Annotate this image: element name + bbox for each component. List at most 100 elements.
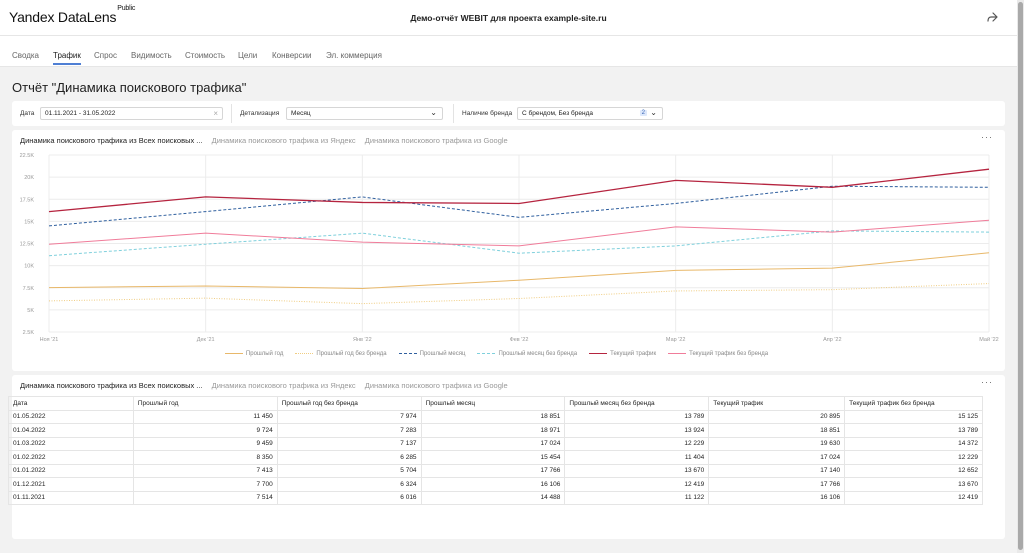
table-card-tabs: Динамика поискового трафика из Всех поис…	[20, 381, 515, 390]
report-title: Отчёт "Динамика поискового трафика"	[12, 80, 247, 95]
value-cell: 12 229	[564, 436, 710, 451]
brand-select[interactable]: С брендом, Без бренда 2 ⌄	[517, 107, 663, 120]
table-tab-google[interactable]: Динамика поискового трафика из Google	[364, 381, 508, 390]
series-line[interactable]	[48, 252, 990, 290]
clear-icon[interactable]: ×	[213, 109, 218, 118]
share-icon[interactable]	[985, 10, 999, 24]
chart-tab-all[interactable]: Динамика поискового трафика из Всех поис…	[20, 136, 203, 145]
value-cell: 14 488	[420, 490, 566, 505]
series-line[interactable]	[48, 219, 990, 247]
date-cell: 01.03.2022	[8, 436, 134, 451]
chevron-down-icon: ⌄	[650, 108, 657, 117]
tab-conversions[interactable]: Конверсии	[272, 51, 312, 60]
value-cell: 7 413	[132, 463, 278, 478]
value-cell: 19 630	[708, 436, 846, 451]
legend-swatch	[477, 352, 496, 354]
value-cell: 17 024	[708, 450, 846, 465]
filter-divider	[231, 104, 232, 123]
tab-goals[interactable]: Цели	[238, 51, 258, 60]
value-cell: 14 372	[844, 436, 983, 451]
value-cell: 16 106	[420, 477, 566, 492]
date-range-value: 01.11.2021 - 31.05.2022	[45, 110, 116, 117]
tab-visibility[interactable]: Видимость	[131, 51, 172, 60]
legend-label: Текущий трафик	[610, 351, 657, 357]
value-cell: 13 670	[844, 477, 983, 492]
value-cell: 7 283	[276, 423, 422, 438]
column-header[interactable]: Прошлый год без бренда	[276, 396, 422, 411]
legend-item[interactable]: Текущий трафик без бренда	[668, 351, 768, 357]
x-tick-label: Дек '21	[197, 337, 215, 343]
legend-item[interactable]: Прошлый год	[224, 351, 284, 357]
legend-swatch	[668, 352, 687, 354]
tab-traffic[interactable]: Трафик	[53, 51, 81, 65]
value-cell: 15 125	[844, 409, 983, 424]
logo[interactable]: Yandex DataLensPublic	[9, 5, 135, 25]
value-cell: 7 514	[132, 490, 278, 505]
column-header[interactable]: Прошлый год	[132, 396, 278, 411]
value-cell: 15 454	[420, 450, 566, 465]
x-tick-label: Фев '22	[510, 337, 529, 343]
value-cell: 9 724	[132, 423, 278, 438]
legend-item[interactable]: Прошлый месяц	[398, 351, 465, 357]
legend-item[interactable]: Прошлый год без бренда	[295, 351, 387, 357]
chart-tab-yandex[interactable]: Динамика поискового трафика из Яндекс	[211, 136, 356, 145]
column-header[interactable]: Прошлый месяц без бренда	[564, 396, 710, 411]
y-tick-label: 20K	[24, 175, 34, 181]
legend-label: Текущий трафик без бренда	[689, 351, 769, 357]
dashboard-tabs: Сводка Трафик Спрос Видимость Стоимость …	[0, 36, 1017, 67]
page-title: Демо-отчёт WEBIT для проекта example-sit…	[410, 13, 607, 23]
legend-label: Прошлый год без бренда	[316, 351, 387, 357]
date-cell: 01.02.2022	[8, 450, 134, 465]
y-tick-label: 15K	[24, 219, 34, 225]
logo-text: Yandex DataLens	[9, 9, 117, 25]
top-bar: Yandex DataLensPublic Демо-отчёт WEBIT д…	[0, 0, 1017, 36]
series-line[interactable]	[48, 168, 990, 213]
value-cell: 12 419	[844, 490, 983, 505]
value-cell: 17 024	[420, 436, 566, 451]
value-cell: 8 350	[132, 450, 278, 465]
value-cell: 17 140	[708, 463, 846, 478]
table-row: 01.05.2022 11 450 7 974 18 851 13 789 20 895 1…	[8, 409, 983, 424]
y-tick-label: 12.5K	[20, 242, 35, 248]
series-line[interactable]	[48, 283, 990, 305]
date-range-input[interactable]: 01.11.2021 - 31.05.2022 ×	[40, 107, 223, 120]
traffic-table: Дата Прошлый год Прошлый год без бренда …	[8, 396, 983, 505]
y-tick-label: 7.5K	[23, 286, 35, 292]
table-tab-yandex[interactable]: Динамика поискового трафика из Яндекс	[211, 381, 356, 390]
legend-swatch	[295, 352, 314, 354]
column-header[interactable]: Текущий трафик	[708, 396, 846, 411]
page-scrollbar-thumb[interactable]	[1018, 2, 1023, 550]
legend-label: Прошлый месяц без бренда	[498, 351, 578, 357]
value-cell: 5 704	[276, 463, 422, 478]
value-cell: 6 285	[276, 450, 422, 465]
y-tick-label: 10K	[24, 264, 34, 270]
table-header-row: Дата Прошлый год Прошлый год без бренда …	[8, 396, 983, 411]
date-label: Дата	[20, 110, 35, 117]
tab-demand[interactable]: Спрос	[94, 51, 118, 60]
chart-more-menu-icon[interactable]: ···	[981, 132, 993, 142]
tab-cost[interactable]: Стоимость	[185, 51, 226, 60]
legend-item[interactable]: Прошлый месяц без бренда	[477, 351, 577, 357]
legend-item[interactable]: Текущий трафик	[589, 351, 656, 357]
value-cell: 12 229	[844, 450, 983, 465]
column-header[interactable]: Текущий трафик без бренда	[844, 396, 983, 411]
date-cell: 01.11.2021	[8, 490, 134, 505]
value-cell: 11 450	[132, 409, 278, 424]
value-cell: 6 324	[276, 477, 422, 492]
column-header[interactable]: Прошлый месяц	[420, 396, 566, 411]
value-cell: 17 766	[708, 477, 846, 492]
value-cell: 18 971	[420, 423, 566, 438]
tab-summary[interactable]: Сводка	[12, 51, 40, 60]
series-line[interactable]	[48, 230, 990, 257]
table-tab-all[interactable]: Динамика поискового трафика из Всех поис…	[20, 381, 203, 390]
tab-ecommerce[interactable]: Эл. коммерция	[326, 51, 382, 60]
date-cell: 01.01.2022	[8, 463, 134, 478]
column-header[interactable]: Дата	[8, 396, 134, 411]
table-row: 01.02.2022 8 350 6 285 15 454 11 404 17 024 12…	[8, 450, 983, 465]
chevron-down-icon: ⌄	[430, 108, 437, 117]
legend-label: Прошлый год	[245, 351, 284, 357]
detail-select[interactable]: Месяц ⌄	[286, 107, 443, 120]
chart-tab-google[interactable]: Динамика поискового трафика из Google	[364, 136, 508, 145]
series-line[interactable]	[48, 185, 990, 227]
table-more-menu-icon[interactable]: ···	[981, 377, 993, 387]
